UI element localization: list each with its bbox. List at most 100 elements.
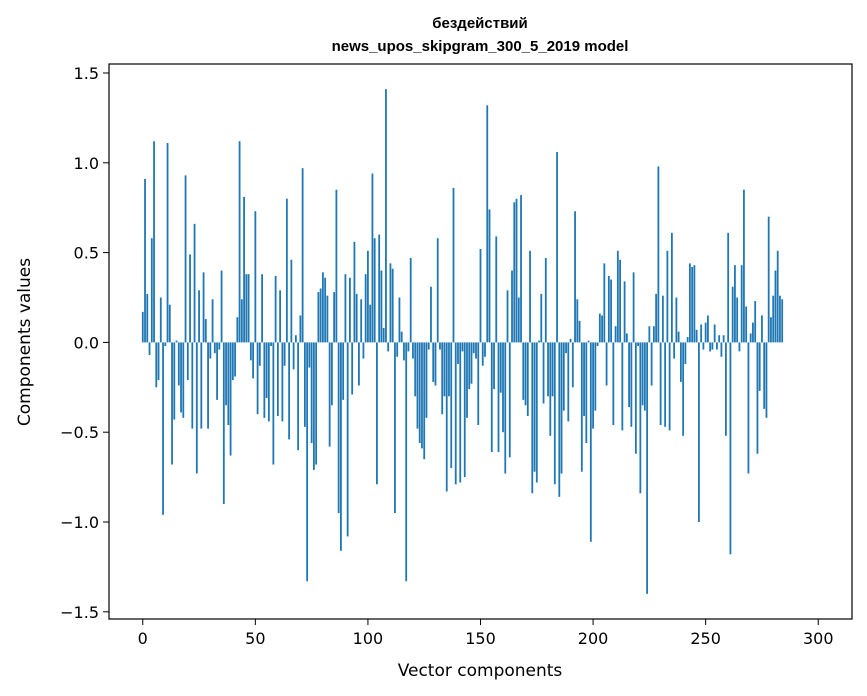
bar-199 [589,342,592,542]
bar-185 [558,342,561,497]
bar-189 [567,342,570,422]
bar-186 [560,342,563,474]
bar-89 [342,342,345,400]
bar-283 [779,295,781,343]
bar-23 [193,223,196,343]
bar-177 [540,293,543,343]
bar-119 [409,257,412,343]
chart-title-line-2: news_upos_skipgram_300_5_2019 model [332,38,629,55]
bar-49 [252,342,254,379]
bar-153 [486,105,489,343]
x-axis-ticks: 0 50 100 150 200 250 300 [138,619,834,648]
bar-213 [621,342,624,431]
bar-17 [180,342,182,413]
bar-82 [326,295,329,343]
bar-102 [371,173,374,343]
bar-234 [668,342,671,431]
bar-44 [240,299,243,343]
bar-239 [679,342,682,382]
bar-6 [155,342,158,388]
bar-35 [220,270,223,343]
bar-series [141,89,784,594]
bar-9 [162,342,164,515]
bar-175 [535,342,538,483]
bar-67 [292,342,295,370]
y-tick-label: 0.0 [74,333,99,352]
bar-58 [272,342,275,465]
bar-264 [736,297,739,343]
bar-191 [571,342,574,388]
bar-112 [394,342,396,514]
bar-61 [279,290,282,343]
bar-3 [148,342,151,355]
bar-133 [441,342,444,415]
bar-99 [364,274,367,343]
bar-144 [466,342,468,418]
bar-76 [312,342,315,470]
bar-147 [472,342,475,354]
bar-41 [234,342,236,377]
bar-156 [493,342,495,390]
bar-276 [763,342,766,409]
bar-79 [319,288,322,343]
bar-107 [382,328,385,343]
bar-36 [222,342,225,505]
bar-226 [650,342,653,386]
bar-54 [263,342,266,418]
bar-145 [468,342,471,390]
bar-217 [630,342,633,427]
x-tick-label: 50 [245,629,265,648]
bar-240 [682,342,685,436]
bar-259 [725,342,727,436]
bar-27 [202,272,205,343]
bar-64 [285,198,288,343]
bar-161 [504,342,507,474]
bar-16 [177,342,180,386]
bar-105 [378,234,381,343]
bar-51 [256,342,259,415]
bar-63 [283,342,286,366]
bar-146 [470,342,473,384]
bar-45 [243,196,245,343]
bar-254 [713,324,716,343]
bar-245 [693,265,696,343]
bar-212 [619,259,621,343]
bar-218 [632,272,635,343]
y-tick-label: 0.5 [74,244,99,263]
bar-34 [218,342,221,350]
bar-196 [583,342,585,417]
bar-83 [328,342,331,447]
bar-197 [585,342,588,443]
bar-198 [587,340,590,343]
bar-37 [225,342,227,406]
bar-103 [373,238,376,343]
bar-154 [488,209,491,343]
bar-225 [648,326,651,343]
bar-127 [427,342,430,350]
bar-173 [531,342,534,494]
bar-48 [249,342,252,361]
bar-100 [367,250,369,343]
bar-72 [303,342,306,427]
bar-271 [752,322,754,343]
bar-137 [450,342,453,469]
bar-80 [321,272,324,343]
bar-228 [655,293,658,343]
bar-106 [380,270,383,343]
bar-162 [506,290,509,343]
bar-277 [765,342,768,418]
bar-85 [333,292,336,343]
bar-233 [666,250,669,343]
bar-149 [477,342,480,426]
bar-242 [686,337,689,343]
bar-31 [211,299,214,343]
bar-265 [738,342,741,352]
bar-7 [157,342,160,381]
bar-279 [770,317,772,343]
bar-20 [186,342,189,381]
bar-73 [306,342,309,582]
bar-15 [175,340,178,343]
bar-278 [767,216,770,343]
x-tick-label: 150 [465,629,496,648]
